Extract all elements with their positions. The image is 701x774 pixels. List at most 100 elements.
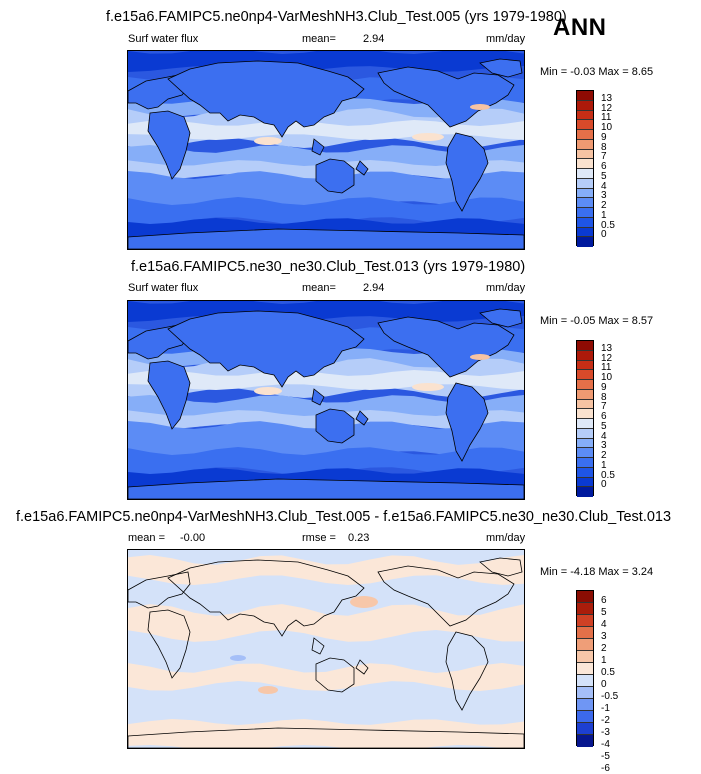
panel2-title: f.e15a6.FAMIPC5.ne30_ne30.Club_Test.013 … (131, 259, 526, 275)
colorbar-tick-label: 7 (601, 401, 607, 413)
colorbar-tick-label: 2 (601, 643, 607, 654)
colorbar-tick-label: -0.5 (601, 691, 619, 702)
colorbar-tick-label: 6 (601, 595, 607, 606)
colorbar-tick-label: 6 (601, 161, 607, 172)
panel3-rmse-label: rmse = (302, 532, 336, 544)
panel2-variable: Surf water flux (128, 282, 199, 294)
panel2-map (127, 300, 525, 500)
colorbar-swatch (577, 380, 593, 390)
colorbar-tick-label: -3 (601, 727, 610, 738)
colorbar-swatch (577, 399, 593, 410)
panel3-mean-label: mean = (128, 532, 165, 544)
colorbar-swatch (577, 350, 593, 361)
colorbar-tick-label: 5 (601, 420, 607, 432)
panel1-mean-value: 2.94 (363, 33, 385, 45)
panel3-units: mm/day (486, 532, 526, 544)
panel1-mean-label: mean= (302, 33, 336, 45)
colorbar-tick-label: -6 (601, 763, 610, 774)
panel2-mean-label: mean= (302, 282, 336, 294)
panel3-min-max: Min = -4.18 Max = 3.24 (540, 566, 654, 578)
panel2-units: mm/day (486, 282, 526, 294)
colorbar-swatch (577, 409, 593, 419)
colorbar-swatch (577, 227, 593, 238)
colorbar-tick-label: 9 (601, 381, 607, 393)
colorbar-swatch (577, 389, 593, 400)
colorbar-swatch (577, 360, 593, 371)
colorbar-swatch (577, 651, 593, 663)
colorbar-swatch (577, 130, 593, 140)
colorbar-tick-label: 10 (601, 122, 613, 133)
panel1-min-max: Min = -0.03 Max = 8.65 (540, 66, 654, 78)
panel3-mean-value: -0.00 (180, 532, 206, 544)
colorbar-tick-label: 6 (601, 411, 607, 422)
colorbar-swatch (577, 217, 593, 228)
colorbar-swatch (577, 341, 593, 351)
colorbar-tick-label: -5 (601, 751, 610, 762)
colorbar-tick-label: 13 (601, 92, 613, 104)
panel3-map-svg (128, 550, 524, 748)
colorbar-tick-label: 3 (601, 190, 607, 202)
colorbar-swatch (577, 91, 593, 101)
colorbar-swatch (577, 428, 593, 439)
colorbar-swatch (577, 110, 593, 121)
colorbar-tick-label: 9 (601, 131, 607, 143)
colorbar-swatch (577, 675, 593, 687)
colorbar-swatch (577, 120, 593, 130)
colorbar-tick-label: 7 (601, 151, 607, 163)
colorbar-tick-label: 1 (601, 209, 607, 221)
colorbar-swatch (577, 603, 593, 615)
colorbar-swatch (577, 448, 593, 458)
colorbar-tick-label: 11 (601, 112, 612, 124)
colorbar-tick-label: 0 (601, 229, 607, 241)
colorbar-swatch (577, 735, 593, 747)
panel3-rmse-value: 0.23 (348, 532, 370, 544)
colorbar-swatch (577, 188, 593, 199)
colorbar-swatch (577, 139, 593, 150)
panel1-map (127, 50, 525, 250)
colorbar-tick-label: 3 (601, 631, 607, 642)
colorbar-swatch (577, 627, 593, 639)
colorbar-tick-label: 5 (601, 170, 607, 182)
colorbar-swatch (577, 687, 593, 699)
panel1-units: mm/day (486, 33, 526, 45)
colorbar-tick-label: 10 (601, 372, 613, 383)
colorbar-swatch (577, 100, 593, 111)
colorbar-swatch (577, 159, 593, 169)
colorbar-tick-label: -4 (601, 739, 610, 750)
colorbar-tick-label: 12 (601, 352, 613, 364)
colorbar-tick-label: 4 (601, 180, 607, 192)
colorbar-tick-label: 4 (601, 430, 607, 442)
colorbar-swatch (577, 149, 593, 160)
colorbar-tick-label: 13 (601, 342, 613, 354)
colorbar-tick-label: 0.5 (601, 469, 615, 481)
colorbar-tick-label: 3 (601, 440, 607, 452)
colorbar-swatch (577, 467, 593, 478)
panel3-colorbar (576, 590, 594, 747)
colorbar-tick-label: 0.5 (601, 667, 615, 678)
colorbar-tick-label: 2 (601, 200, 607, 211)
colorbar-swatch (577, 699, 593, 711)
colorbar-tick-label: 8 (601, 391, 607, 403)
colorbar-swatch (577, 639, 593, 651)
colorbar-tick-label: 8 (601, 141, 607, 153)
panel2-mean-value: 2.94 (363, 282, 385, 294)
colorbar-swatch (577, 419, 593, 429)
colorbar-swatch (577, 477, 593, 488)
panel2-map-svg (128, 301, 524, 499)
colorbar-tick-label: 11 (601, 362, 612, 374)
colorbar-tick-label: -1 (601, 703, 610, 714)
colorbar-tick-label: 4 (601, 619, 607, 630)
season-label: ANN (553, 14, 607, 41)
colorbar-swatch (577, 198, 593, 208)
colorbar-swatch (577, 438, 593, 449)
colorbar-swatch (577, 615, 593, 627)
panel1-colorbar (576, 90, 594, 247)
colorbar-swatch (577, 370, 593, 380)
colorbar-tick-label: 2 (601, 450, 607, 461)
colorbar-tick-label: -2 (601, 715, 610, 726)
colorbar-tick-label: 0.5 (601, 219, 615, 231)
colorbar-swatch (577, 663, 593, 675)
colorbar-swatch (577, 458, 593, 468)
colorbar-tick-label: 12 (601, 102, 613, 114)
colorbar-tick-label: 1 (601, 459, 607, 471)
